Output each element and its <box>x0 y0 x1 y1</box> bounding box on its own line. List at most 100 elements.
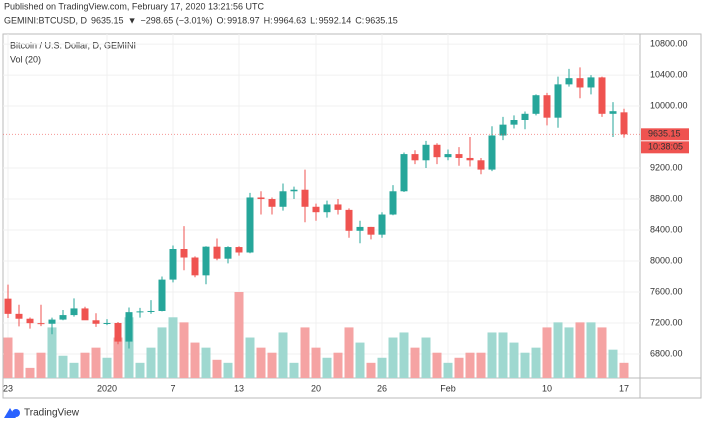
candle-body <box>433 144 441 158</box>
y-tick-label: 8000.00 <box>650 255 683 265</box>
volume-bar <box>619 362 629 378</box>
candle-body <box>334 204 342 210</box>
published: Published on TradingView.com, February 1… <box>4 1 264 11</box>
candle-body <box>576 78 584 88</box>
candle-body <box>444 154 452 158</box>
legend-h-label: H: <box>264 15 273 25</box>
legend-high: 9964.63 <box>274 15 307 25</box>
volume-bar <box>542 327 552 378</box>
volume-bar <box>531 347 541 378</box>
volume-bar <box>278 332 288 378</box>
volume-bar <box>509 342 519 378</box>
volume-bar <box>564 327 574 378</box>
volume-bar <box>300 327 310 378</box>
volume-bar <box>47 327 57 378</box>
candle-body <box>620 112 628 135</box>
volume-bar <box>333 352 343 378</box>
candle-body <box>367 226 375 235</box>
candle-body <box>521 113 529 120</box>
volume-bar <box>190 342 200 378</box>
volume-bar <box>212 359 222 378</box>
x-tick-label: 23 <box>3 383 13 393</box>
candle-body <box>136 311 144 313</box>
candle-body <box>609 111 617 114</box>
x-tick-label: 2020 <box>97 383 117 393</box>
candle-body <box>466 157 474 161</box>
price-tag <box>641 128 689 141</box>
candle-body <box>257 197 265 200</box>
candle-body <box>169 249 177 280</box>
candle-body <box>4 298 12 314</box>
candle-body <box>70 308 78 316</box>
volume-bar <box>399 332 409 378</box>
candle-body <box>26 318 34 324</box>
candle-body <box>279 191 287 207</box>
candle-body <box>37 323 45 325</box>
volume-bar <box>168 317 178 378</box>
volume-bar <box>322 357 332 378</box>
candle-body <box>488 135 496 170</box>
candle-body <box>301 189 309 207</box>
y-tick-label: 10000.00 <box>650 100 688 110</box>
volume-bar <box>256 347 266 378</box>
grid <box>3 34 640 378</box>
candle-body <box>224 247 232 259</box>
candle-body <box>268 199 276 207</box>
candle-body <box>422 144 430 161</box>
volume-bar <box>135 362 145 378</box>
volume-bar <box>201 347 211 378</box>
candle-body <box>323 204 331 213</box>
y-tick-label: 6800.00 <box>650 348 683 358</box>
candle-body <box>598 77 606 114</box>
volume-bar <box>36 352 46 378</box>
volume-bar <box>14 352 24 378</box>
volume-bar <box>465 352 475 378</box>
volume-bar <box>25 367 35 378</box>
volume-bar <box>443 362 453 378</box>
volume-bar <box>3 337 13 378</box>
volume-bar <box>421 337 431 378</box>
countdown-label: 10:38:05 <box>648 142 683 152</box>
volume-bar <box>520 352 530 378</box>
candle-body <box>378 214 386 235</box>
candle-body <box>565 78 573 85</box>
x-tick-label: Feb <box>440 383 456 393</box>
legend-symbol: GEMINI:BTCUSD, D <box>4 15 88 25</box>
y-tick-label: 10400.00 <box>650 69 688 79</box>
volume-bar <box>58 355 68 378</box>
candle-body <box>543 95 551 118</box>
candle-body <box>59 315 67 320</box>
legend-last: 9635.15 <box>91 15 124 25</box>
candle-body <box>510 120 518 125</box>
volume-bar <box>245 337 255 378</box>
volume-bar <box>575 322 585 378</box>
volume-bar <box>223 362 233 378</box>
volume-bar <box>80 352 90 378</box>
frame <box>2 33 702 399</box>
candle-body <box>246 197 254 253</box>
candle-body <box>312 206 320 213</box>
candle-body <box>290 189 298 192</box>
volume-bar <box>157 327 167 378</box>
y-tick-label: 7200.00 <box>650 317 683 327</box>
candle-body <box>499 124 507 136</box>
legend-c-label: C: <box>355 15 364 25</box>
countdown-tag <box>641 141 689 154</box>
volume-bar <box>355 342 365 378</box>
candle-body <box>532 95 540 114</box>
volume-bar <box>410 347 420 378</box>
legend-l-label: L: <box>310 15 318 25</box>
volume-bar <box>91 347 101 378</box>
legend-arrow: ▼ <box>128 15 137 25</box>
volume-bar <box>498 332 508 378</box>
candle-body <box>202 246 210 276</box>
candle-body <box>92 320 100 324</box>
volume-bar <box>234 292 244 378</box>
x-tick-label: 10 <box>542 383 552 393</box>
candle-body <box>191 257 199 276</box>
volume-bar <box>388 337 398 378</box>
candle-body <box>356 226 364 231</box>
candle-body <box>114 322 122 342</box>
y-tick-label: 7600.00 <box>650 286 683 296</box>
